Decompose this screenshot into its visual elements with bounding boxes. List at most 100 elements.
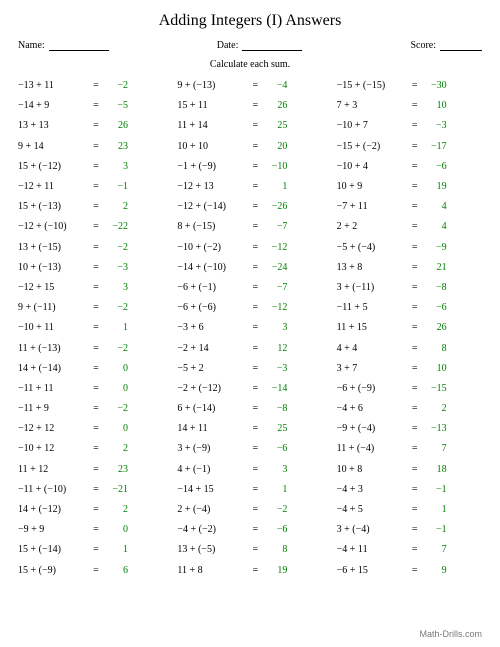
answer: 3 xyxy=(102,162,128,172)
problem-row: −11 + (−10)=−21 xyxy=(18,480,163,500)
equals-sign: = xyxy=(249,323,261,333)
problem-row: 13 + (−15)=−2 xyxy=(18,238,163,258)
answer: −2 xyxy=(102,243,128,253)
expression: 11 + (−13) xyxy=(18,344,90,354)
problem-row: −1 + (−9)=−10 xyxy=(177,157,322,177)
equals-sign: = xyxy=(409,121,421,131)
expression: −4 + 5 xyxy=(337,505,409,515)
answer: 18 xyxy=(421,465,447,475)
expression: −15 + (−2) xyxy=(337,142,409,152)
answer: 10 xyxy=(421,101,447,111)
expression: −6 + (−9) xyxy=(337,384,409,394)
answer: 7 xyxy=(421,444,447,454)
problem-row: −7 + 11=4 xyxy=(337,197,482,217)
problem-row: 15 + 11=26 xyxy=(177,96,322,116)
expression: 15 + 11 xyxy=(177,101,249,111)
expression: 3 + (−4) xyxy=(337,525,409,535)
answer: −2 xyxy=(102,81,128,91)
expression: 10 + 8 xyxy=(337,465,409,475)
expression: 7 + 3 xyxy=(337,101,409,111)
equals-sign: = xyxy=(249,222,261,232)
expression: −10 + 12 xyxy=(18,444,90,454)
problem-row: −11 + 9=−2 xyxy=(18,399,163,419)
score-underline xyxy=(440,41,482,51)
answer: −6 xyxy=(421,303,447,313)
equals-sign: = xyxy=(409,162,421,172)
answer: −1 xyxy=(421,485,447,495)
problem-row: −4 + 6=2 xyxy=(337,399,482,419)
problem-row: −12 + 15=3 xyxy=(18,278,163,298)
problem-row: −9 + 9=0 xyxy=(18,520,163,540)
problem-column: −15 + (−15)=−307 + 3=10−10 + 7=−3−15 + (… xyxy=(337,76,482,581)
expression: 14 + (−14) xyxy=(18,364,90,374)
problem-row: −2 + 14=12 xyxy=(177,338,322,358)
problem-row: 11 + 12=23 xyxy=(18,460,163,480)
problem-row: −6 + (−6)=−12 xyxy=(177,298,322,318)
equals-sign: = xyxy=(409,364,421,374)
expression: −14 + 15 xyxy=(177,485,249,495)
expression: 6 + (−14) xyxy=(177,404,249,414)
answer: 4 xyxy=(421,222,447,232)
equals-sign: = xyxy=(409,202,421,212)
expression: 9 + (−11) xyxy=(18,303,90,313)
equals-sign: = xyxy=(90,424,102,434)
answer: 0 xyxy=(102,525,128,535)
answer: 0 xyxy=(102,384,128,394)
answer: 12 xyxy=(261,344,287,354)
equals-sign: = xyxy=(90,182,102,192)
expression: −12 + 11 xyxy=(18,182,90,192)
equals-sign: = xyxy=(90,202,102,212)
problem-row: −9 + (−4)=−13 xyxy=(337,419,482,439)
problem-row: 10 + (−13)=−3 xyxy=(18,258,163,278)
equals-sign: = xyxy=(249,545,261,555)
expression: 13 + (−5) xyxy=(177,545,249,555)
equals-sign: = xyxy=(409,81,421,91)
answer: −8 xyxy=(261,404,287,414)
expression: 2 + (−4) xyxy=(177,505,249,515)
expression: 9 + 14 xyxy=(18,142,90,152)
problem-row: 10 + 8=18 xyxy=(337,460,482,480)
expression: −9 + 9 xyxy=(18,525,90,535)
expression: −14 + (−10) xyxy=(177,263,249,273)
expression: 2 + 2 xyxy=(337,222,409,232)
problem-row: 11 + 14=25 xyxy=(177,116,322,136)
answer: −6 xyxy=(261,444,287,454)
equals-sign: = xyxy=(409,344,421,354)
problem-row: 9 + 14=23 xyxy=(18,137,163,157)
problem-row: 9 + (−13)=−4 xyxy=(177,76,322,96)
instruction: Calculate each sum. xyxy=(18,59,482,70)
header-row: Name: Date: Score: xyxy=(18,40,482,51)
expression: −9 + (−4) xyxy=(337,424,409,434)
expression: 14 + (−12) xyxy=(18,505,90,515)
answer: 20 xyxy=(261,142,287,152)
answer: −6 xyxy=(421,162,447,172)
expression: 3 + 7 xyxy=(337,364,409,374)
answer: 21 xyxy=(421,263,447,273)
answer: 10 xyxy=(421,364,447,374)
problem-row: −11 + 5=−6 xyxy=(337,298,482,318)
expression: 10 + 10 xyxy=(177,142,249,152)
problem-row: 11 + 8=19 xyxy=(177,561,322,581)
problem-row: 10 + 9=19 xyxy=(337,177,482,197)
answer: 3 xyxy=(261,465,287,475)
answer: −1 xyxy=(421,525,447,535)
problem-row: 3 + (−11)=−8 xyxy=(337,278,482,298)
equals-sign: = xyxy=(90,364,102,374)
problem-row: −12 + (−14)=−26 xyxy=(177,197,322,217)
equals-sign: = xyxy=(249,121,261,131)
answer: −2 xyxy=(102,344,128,354)
answer: −30 xyxy=(421,81,447,91)
problem-row: 15 + (−9)=6 xyxy=(18,561,163,581)
answer: −7 xyxy=(261,222,287,232)
equals-sign: = xyxy=(249,162,261,172)
answer: 6 xyxy=(102,566,128,576)
equals-sign: = xyxy=(90,404,102,414)
answer: −4 xyxy=(261,81,287,91)
answer: −3 xyxy=(261,364,287,374)
problem-row: −15 + (−15)=−30 xyxy=(337,76,482,96)
name-label: Name: xyxy=(18,40,45,51)
answer: 25 xyxy=(261,424,287,434)
answer: 8 xyxy=(261,545,287,555)
expression: −6 + (−6) xyxy=(177,303,249,313)
answer: −13 xyxy=(421,424,447,434)
